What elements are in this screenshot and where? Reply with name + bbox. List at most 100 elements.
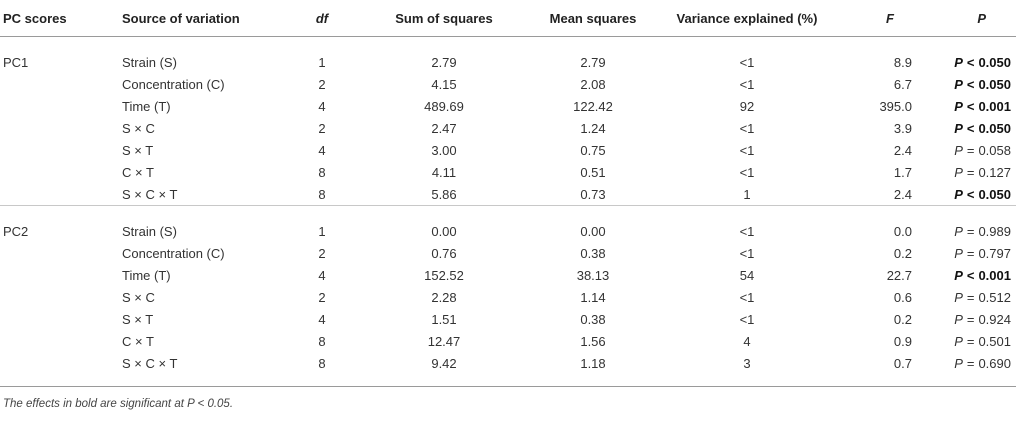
p-operator: =	[966, 245, 975, 261]
variance-explained-cell: <1	[739, 289, 755, 305]
p-value: 0.001	[978, 98, 1011, 114]
p-label: P	[954, 98, 963, 114]
group-divider	[0, 205, 1016, 206]
pc-score-cell	[0, 308, 116, 330]
sum-of-squares-cell: 2.47	[431, 120, 457, 136]
p-value-cell: P <0.050	[916, 37, 1016, 74]
p-value: 0.512	[978, 289, 1011, 305]
p-value: 0.501	[978, 333, 1011, 349]
footnote: The effects in bold are significant at P…	[3, 398, 234, 410]
header-pc-scores: PC scores	[0, 0, 116, 37]
p-value-cell: P = 0.512	[916, 286, 1016, 308]
variance-explained-cell: 4	[743, 333, 751, 349]
pc-score-cell	[0, 117, 116, 139]
variance-explained-cell: 92	[739, 98, 755, 114]
header-row: PC scores Source of variation df Sum of …	[0, 0, 1016, 37]
table-row: S × C × T 8 9.42 1.18 3 0.7 P = 0.690	[0, 352, 1016, 374]
f-cell: 0.7	[893, 355, 912, 371]
p-value: 0.690	[978, 355, 1011, 371]
mean-squares-cell: 0.73	[580, 186, 606, 202]
f-cell: 3.9	[893, 120, 912, 136]
variance-explained-cell: <1	[739, 245, 755, 261]
p-value-cell: P = 0.989	[916, 206, 1016, 243]
mean-squares-cell: 122.42	[573, 98, 613, 114]
p-value: 0.050	[978, 76, 1011, 92]
p-label: P	[954, 54, 963, 70]
sum-of-squares-cell: 4.11	[431, 164, 457, 180]
p-operator: <	[966, 267, 975, 283]
variance-explained-cell: <1	[739, 164, 755, 180]
df-cell: 8	[318, 333, 326, 349]
p-label: P	[954, 355, 963, 371]
p-label: P	[954, 76, 963, 92]
table-row: S × T 4 1.51 0.38 <1 0.2 P = 0.924	[0, 308, 1016, 330]
f-cell: 22.7	[886, 267, 912, 283]
p-value-cell: P <0.050	[916, 73, 1016, 95]
p-value: 0.058	[978, 142, 1011, 158]
p-value-cell: P = 0.501	[916, 330, 1016, 352]
p-operator: =	[966, 289, 975, 305]
p-value-cell: P = 0.058	[916, 139, 1016, 161]
source-cell: Strain (S)	[122, 223, 177, 239]
pc-score-cell	[0, 330, 116, 352]
df-cell: 2	[318, 289, 326, 305]
f-cell: 6.7	[893, 76, 912, 92]
variance-explained-cell: <1	[739, 76, 755, 92]
sum-of-squares-cell: 152.52	[424, 267, 464, 283]
anova-table: PC scores Source of variation df Sum of …	[0, 0, 1016, 375]
mean-squares-cell: 0.00	[580, 223, 606, 239]
table-row: C × T 8 4.11 0.51 <1 1.7 P = 0.127	[0, 161, 1016, 183]
table-row: Time (T) 4 489.69 122.42 92 395.0 P <0.001	[0, 95, 1016, 117]
p-operator: =	[966, 333, 975, 349]
variance-explained-cell: <1	[739, 311, 755, 327]
p-value-cell: P <0.001	[916, 264, 1016, 286]
mean-squares-cell: 0.75	[580, 142, 606, 158]
sum-of-squares-cell: 12.47	[427, 333, 461, 349]
f-cell: 0.2	[893, 245, 912, 261]
table-row: S × T 4 3.00 0.75 <1 2.4 P = 0.058	[0, 139, 1016, 161]
divider-cell	[530, 205, 656, 206]
variance-explained-cell: <1	[739, 120, 755, 136]
pc-score-cell	[0, 95, 116, 117]
df-cell: 1	[318, 54, 326, 70]
divider-cell	[838, 205, 916, 206]
variance-explained-cell: 1	[743, 186, 751, 202]
header-sum-of-squares: Sum of squares	[358, 0, 530, 37]
p-label: P	[954, 223, 963, 239]
variance-explained-cell: <1	[739, 54, 755, 70]
df-cell: 8	[318, 355, 326, 371]
p-label: P	[954, 333, 963, 349]
sum-of-squares-cell: 1.51	[431, 311, 457, 327]
p-value-cell: P = 0.127	[916, 161, 1016, 183]
p-operator: =	[966, 311, 975, 327]
f-cell: 0.9	[893, 333, 912, 349]
p-value: 0.127	[978, 164, 1011, 180]
p-value: 0.050	[978, 186, 1011, 202]
table-row: S × C 2 2.28 1.14 <1 0.6 P = 0.512	[0, 286, 1016, 308]
pc-score-cell: PC2	[3, 223, 29, 239]
sum-of-squares-cell: 2.79	[431, 54, 457, 70]
divider-cell	[656, 205, 838, 206]
p-label: P	[954, 289, 963, 305]
header-source: Source of variation	[116, 0, 286, 37]
p-label: P	[954, 120, 963, 136]
variance-explained-cell: <1	[739, 142, 755, 158]
p-operator: <	[966, 76, 975, 92]
table-row: Concentration (C) 2 0.76 0.38 <1 0.2 P = 0.797	[0, 242, 1016, 264]
p-label: P	[954, 164, 963, 180]
header-variance-explained: Variance explained (%)	[656, 0, 838, 37]
mean-squares-cell: 0.38	[580, 311, 606, 327]
source-cell: S × C × T	[122, 355, 178, 371]
p-operator: =	[966, 355, 975, 371]
source-cell: S × C	[122, 289, 155, 305]
source-cell: Time (T)	[122, 267, 171, 283]
table-row: PC1 Strain (S) 1 2.79 2.79 <1 8.9 P <0.050	[0, 37, 1016, 74]
p-operator: =	[966, 164, 975, 180]
p-value-cell: P = 0.690	[916, 352, 1016, 374]
pc-score-cell	[0, 286, 116, 308]
sum-of-squares-cell: 0.00	[431, 223, 457, 239]
table-body: PC1 Strain (S) 1 2.79 2.79 <1 8.9 P <0.050 Concen…	[0, 37, 1016, 375]
p-value: 0.050	[978, 54, 1011, 70]
source-cell: S × C × T	[122, 186, 178, 202]
table-row: Concentration (C) 2 4.15 2.08 <1 6.7 P <0.050	[0, 73, 1016, 95]
